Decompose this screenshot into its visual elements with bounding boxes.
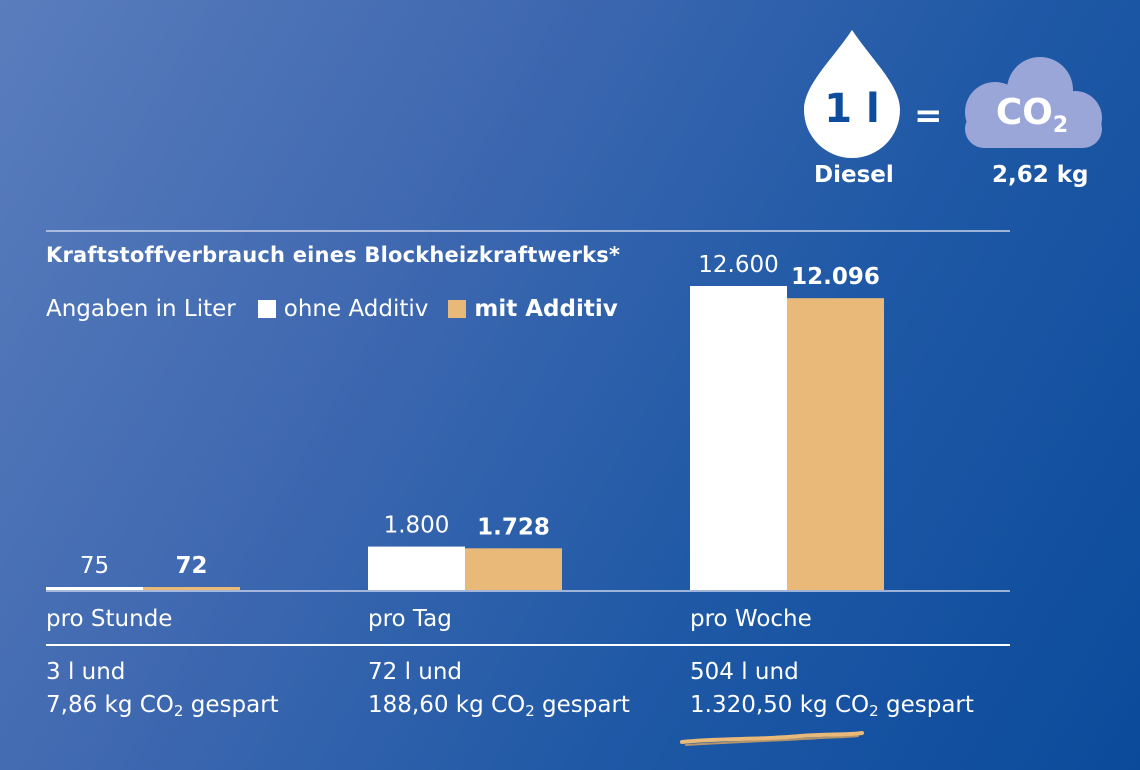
savings-stunde: 3 l und 7,86 kg CO2 gespart [46,656,279,728]
bar-mit-tag [465,548,562,590]
savings-line2: 1.320,50 kg CO2 gespart [690,692,974,720]
value-label-mit-woche: 12.096 [791,264,880,290]
bar-mit-stunde [143,587,240,590]
equals-sign: = [914,96,943,136]
cloud-caption: 2,62 kg [992,162,1089,188]
bars-group: 75 72 1.800 1.728 12.600 12.096 [46,252,884,590]
value-label-mit-stunde: 72 [175,553,207,579]
savings-woche: 504 l und 1.320,50 kg CO2 gespart [690,656,974,728]
category-label-woche: pro Woche [690,606,812,632]
category-label-stunde: pro Stunde [46,606,173,632]
savings-line1: 504 l und [690,659,799,685]
drop-icon [804,30,900,158]
legend-item-mit: mit Additiv [448,296,618,322]
legend-swatch-ohne [257,300,276,318]
category-label-tag: pro Tag [368,606,452,632]
value-label-ohne-tag: 1.800 [384,513,450,539]
brush-stroke [680,731,864,744]
legend-label-mit: mit Additiv [474,296,618,322]
legend-swatch-mit [448,300,467,318]
brush-stroke-2 [685,735,859,746]
cloud-co2-label: CO2 [996,92,1068,138]
value-label-ohne-woche: 12.600 [698,252,778,278]
drop-caption: Diesel [814,162,894,188]
cloud-icon [965,57,1102,148]
savings-line2: 188,60 kg CO2 gespart [368,692,630,720]
bar-ohne-woche [690,286,787,590]
value-label-ohne-stunde: 75 [80,553,109,579]
legend-label-ohne: ohne Additiv [283,296,429,322]
savings-tag: 72 l und 188,60 kg CO2 gespart [368,656,630,728]
drop-label: 1 l [824,86,879,132]
bar-ohne-tag [368,546,465,590]
savings-line2: 7,86 kg CO2 gespart [46,692,279,720]
legend: Angaben in Liter ohne Additiv mit Additi… [46,296,638,322]
value-label-mit-tag: 1.728 [477,514,550,540]
bar-mit-woche [787,298,884,590]
legend-item-ohne: ohne Additiv [257,296,429,322]
unit-label: Angaben in Liter [46,296,236,322]
chart-title: Kraftstoffverbrauch eines Blockheizkraft… [46,243,621,267]
savings-line1: 72 l und [368,659,463,685]
bar-ohne-stunde [46,587,143,590]
savings-line1: 3 l und [46,659,126,685]
